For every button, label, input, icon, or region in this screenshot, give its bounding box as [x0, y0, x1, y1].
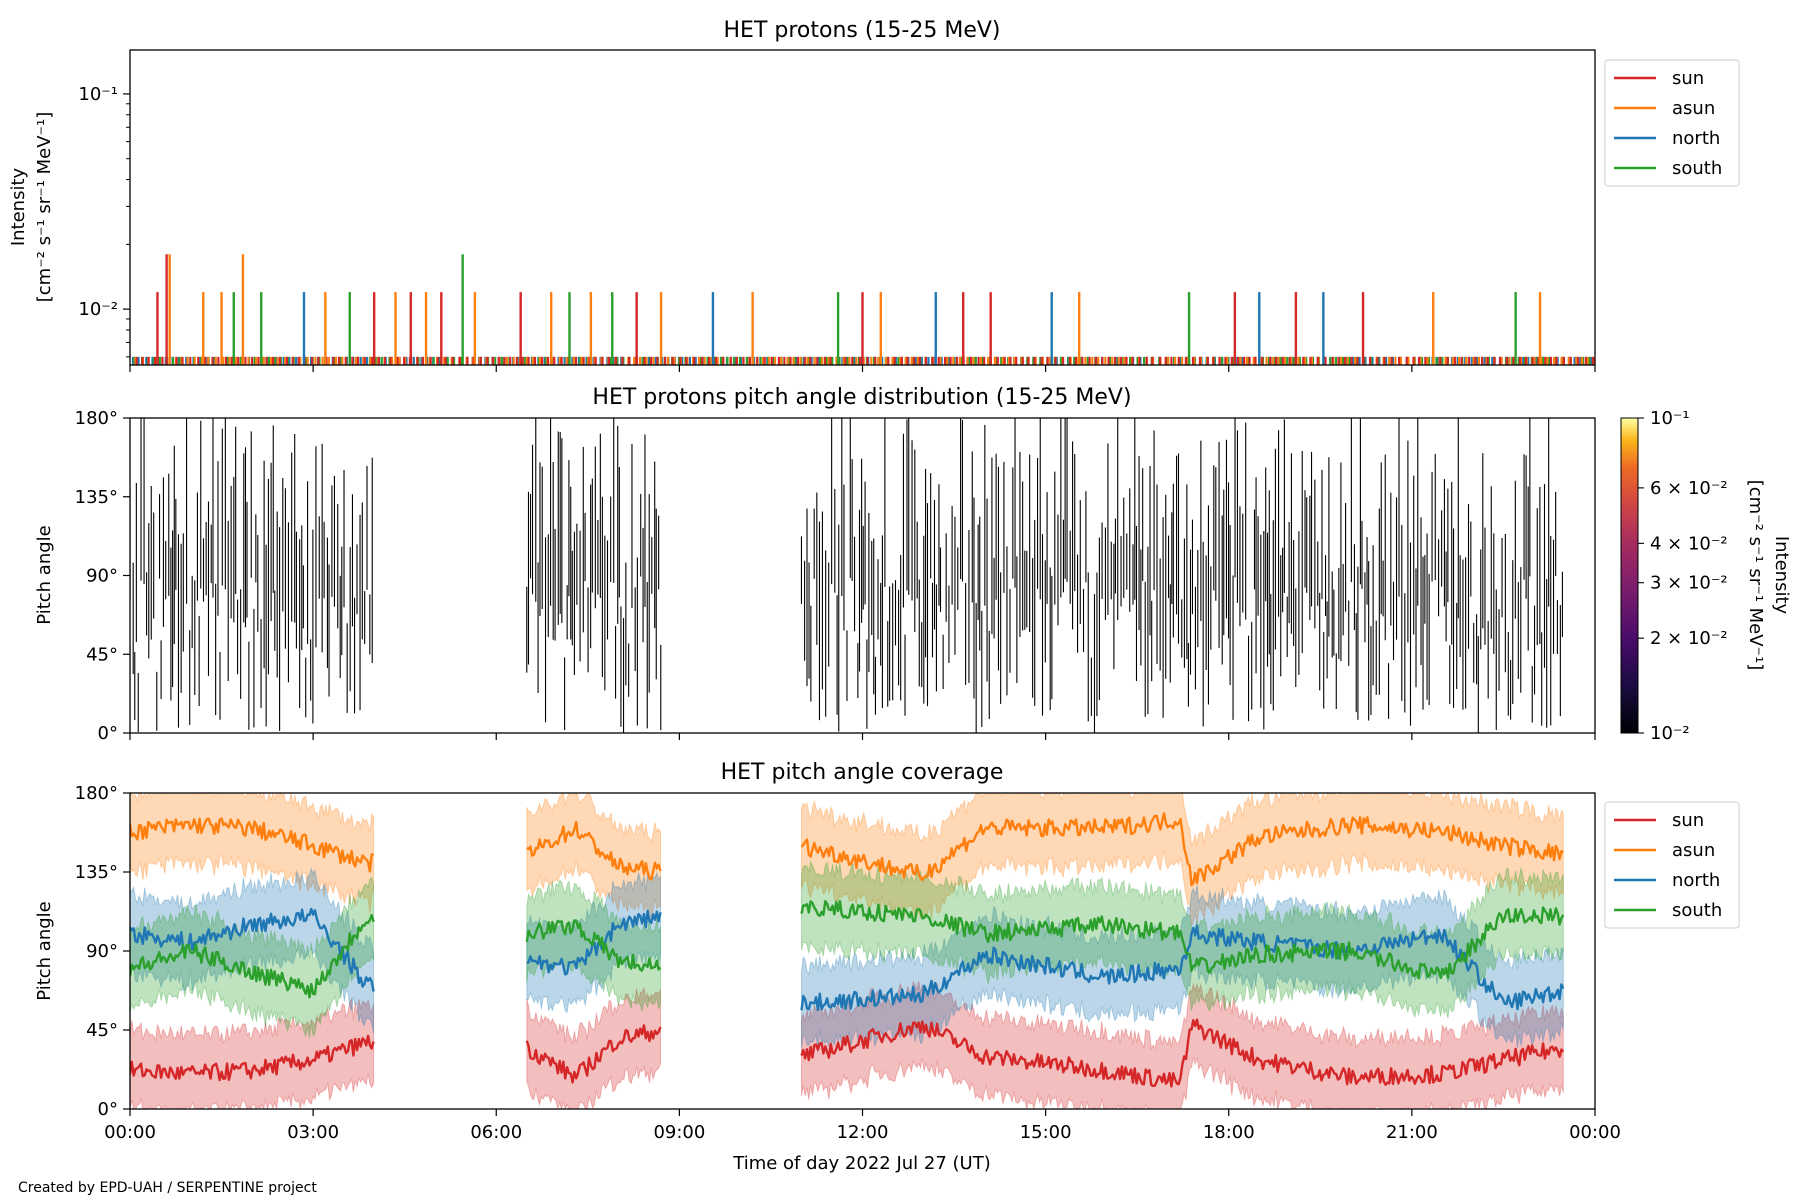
xtick-label: 12:00 [837, 1122, 889, 1143]
series-line-sun [130, 1034, 375, 1082]
panel1-plot-area [131, 254, 1595, 365]
ytick-label: 90° [86, 566, 118, 587]
series-line-asun [800, 812, 1564, 887]
series-baseline-sun [135, 356, 1595, 365]
series-line-south [525, 919, 662, 972]
legend-label-asun: asun [1672, 98, 1715, 119]
colorbar-tick-label: 10⁻² [1650, 723, 1690, 744]
xtick-label: 00:00 [104, 1122, 156, 1143]
series-baseline-asun [134, 356, 1595, 365]
colorbar-tick-label: 10⁻¹ [1650, 408, 1690, 429]
panel2-ticks: 0° 45° 90° 135° 180° [75, 408, 1596, 744]
colorbar-ticks: 10⁻² 2 × 10⁻² 3 × 10⁻² 4 × 10⁻² 6 × 10⁻² 10⁻¹ [1638, 408, 1728, 744]
ytick-label: 45° [86, 644, 118, 665]
series-line-south [130, 913, 375, 999]
panel1-title: HET protons (15-25 MeV) [724, 18, 1001, 43]
series-line-sun [800, 1018, 1565, 1088]
colorbar-tick-label: 6 × 10⁻² [1650, 478, 1728, 499]
panel3-xlabel: Time of day 2022 Jul 27 (UT) [732, 1153, 990, 1174]
xtick-label: 03:00 [287, 1122, 339, 1143]
series-line-asun [130, 817, 374, 873]
legend-label-south: south [1672, 900, 1722, 921]
coverage-lines [130, 812, 1565, 1088]
ytick-label: 45° [86, 1020, 118, 1041]
ytick-label: 0° [98, 723, 118, 744]
panel1-ticks: 10⁻² 10⁻¹ [78, 84, 1596, 372]
panel3-legend: sun asun north south [1604, 801, 1740, 929]
panel3-plot-area [130, 793, 1565, 1109]
legend-label-south: south [1672, 158, 1722, 179]
series-line-north [130, 907, 375, 992]
panel1-ylabel-line2: [cm⁻² s⁻¹ sr⁻¹ MeV⁻¹] [34, 112, 55, 303]
pad-interval [800, 418, 1563, 733]
panel2-plot-area [130, 418, 1563, 733]
colorbar-label-line2: [cm⁻² s⁻¹ sr⁻¹ MeV⁻¹] [1745, 480, 1766, 671]
panel2-ylabel: Pitch angle [34, 525, 55, 624]
panel1-legend: sun asun north south [1604, 59, 1740, 187]
pad-interval [526, 418, 662, 733]
band-asun [801, 793, 1564, 926]
band-south [526, 879, 661, 1012]
ytick-label: 10⁻² [78, 299, 118, 320]
series-line-south [800, 899, 1565, 980]
colorbar-label-line1: Intensity [1771, 536, 1792, 615]
ytick-label: 90° [86, 941, 118, 962]
ytick-label: 10⁻¹ [78, 84, 118, 105]
band-asun [526, 793, 661, 922]
ytick-label: 0° [98, 1099, 118, 1120]
xtick-label: 21:00 [1386, 1122, 1438, 1143]
ytick-label: 135° [75, 487, 118, 508]
series-line-north [800, 924, 1565, 1012]
legend-label-sun: sun [1672, 68, 1704, 89]
panel3-ylabel: Pitch angle [34, 901, 55, 1000]
colorbar-tick-label: 2 × 10⁻² [1650, 628, 1728, 649]
legend-label-sun: sun [1672, 810, 1704, 831]
band-asun [130, 793, 375, 914]
band-south [130, 876, 375, 1039]
spike-group [156, 254, 1542, 365]
colorbar-tick-label: 4 × 10⁻² [1650, 533, 1728, 554]
xtick-label: 18:00 [1203, 1122, 1255, 1143]
panel1-ylabel-line1: Intensity [8, 167, 29, 246]
xtick-label: 15:00 [1020, 1122, 1072, 1143]
pad-interval [130, 418, 373, 733]
legend-label-north: north [1672, 870, 1720, 891]
panel3-ticks: 0° 45° 90° 135° 180° 00:00 03:00 06:00 09:00 12:0… [75, 783, 1621, 1143]
series-line-asun [526, 820, 662, 881]
colorbar-tick-label: 3 × 10⁻² [1650, 573, 1728, 594]
xtick-label: 09:00 [653, 1122, 705, 1143]
xtick-label: 06:00 [470, 1122, 522, 1143]
series-line-sun [525, 1024, 662, 1084]
xtick-label: 00:00 [1569, 1122, 1621, 1143]
legend-label-north: north [1672, 128, 1720, 149]
panel3-title: HET pitch angle coverage [721, 760, 1004, 785]
credit-text: Created by EPD-UAH / SERPENTINE project [18, 1180, 317, 1196]
ytick-label: 180° [75, 783, 118, 804]
ytick-label: 135° [75, 862, 118, 883]
panel2-title: HET protons pitch angle distribution (15… [592, 385, 1131, 410]
legend-label-asun: asun [1672, 840, 1715, 861]
band-sun [526, 986, 661, 1109]
ytick-label: 180° [75, 408, 118, 429]
colorbar [1620, 417, 1639, 734]
